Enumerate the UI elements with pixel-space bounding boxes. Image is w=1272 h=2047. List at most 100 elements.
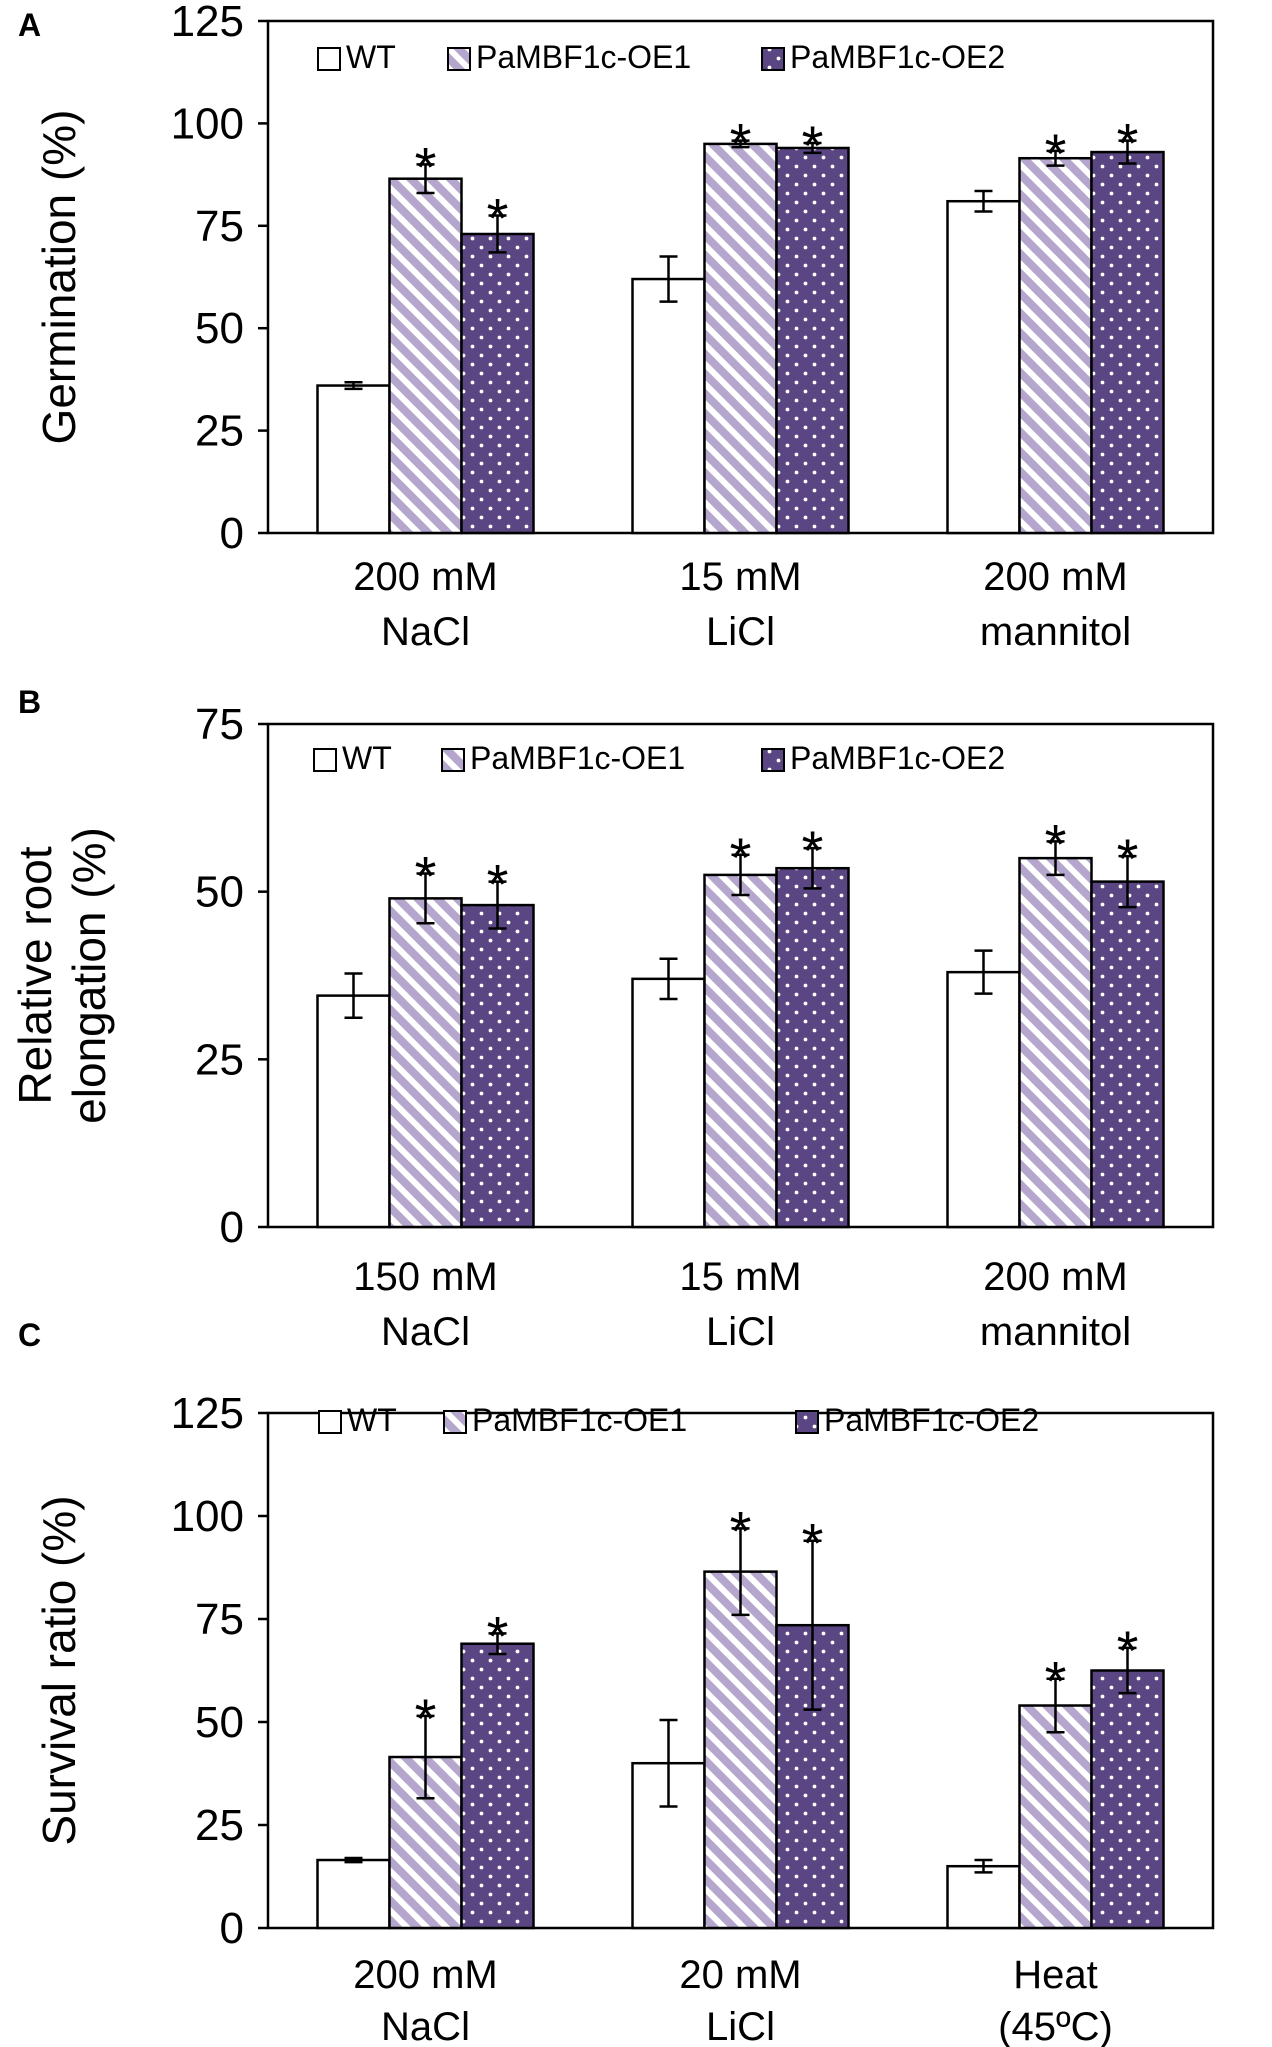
- significance-star: *: [802, 114, 824, 177]
- legend-swatch: [441, 748, 465, 772]
- bar-wt-1: [631, 977, 706, 1229]
- bar-pambf1c-oe1-0: [388, 897, 463, 1229]
- legend-label: WT: [342, 740, 392, 776]
- y-axis-title: Germination (%): [33, 110, 85, 445]
- legend-swatch: [795, 1410, 819, 1434]
- bar-pambf1c-oe1-1: [703, 873, 778, 1229]
- significance-star: *: [415, 845, 437, 908]
- legend-label: PaMBF1c-OE1: [472, 1402, 687, 1438]
- significance-star: *: [487, 187, 509, 250]
- category-label: mannitol: [980, 1310, 1131, 1354]
- panel-b: B 0 25 50 75 Relative root elongation (%) * * 150…: [9, 684, 1215, 1354]
- category-label: 15 mM: [679, 1255, 801, 1299]
- y-axis-title: Relative root elongation (%): [9, 827, 115, 1124]
- bar-pambf1c-oe1-2: [1018, 856, 1093, 1229]
- category-label: 20 mM: [679, 1953, 801, 1997]
- significance-star: *: [802, 1512, 824, 1575]
- legend-label: PaMBF1c-OE2: [824, 1402, 1039, 1438]
- bar-wt-2: [946, 199, 1021, 535]
- category-label: 200 mM: [353, 555, 498, 599]
- category-label: 150 mM: [353, 1255, 498, 1299]
- category-label: mannitol: [980, 610, 1131, 654]
- significance-star: *: [1117, 112, 1139, 175]
- bar-wt-1: [631, 277, 706, 535]
- y-tick-label: 50: [195, 304, 244, 353]
- panel-letter: C: [18, 1317, 41, 1353]
- y-axis-title-text: Germination (%): [33, 110, 85, 445]
- category-label: LiCl: [706, 2005, 775, 2047]
- y-tick-label: 125: [171, 1389, 244, 1438]
- y-tick-label: 0: [220, 509, 244, 558]
- y-tick-label: 75: [195, 202, 244, 251]
- bar-pambf1c-oe1-1: [703, 1570, 778, 1930]
- bar-wt-2: [946, 970, 1021, 1229]
- legend-swatch: [761, 47, 785, 71]
- category-label: (45ºC): [998, 2005, 1113, 2047]
- category-label: 200 mM: [353, 1953, 498, 1997]
- bar-pambf1c-oe1-2: [1018, 1704, 1093, 1930]
- y-tick-label: 125: [171, 0, 244, 46]
- category-label: Heat: [1013, 1953, 1098, 1997]
- legend-swatch: [761, 748, 785, 772]
- bar-wt-0: [316, 994, 391, 1229]
- legend-swatch: [318, 1410, 342, 1434]
- significance-star: *: [415, 135, 437, 198]
- legend-label: PaMBF1c-OE2: [790, 740, 1005, 776]
- y-tick-label: 100: [171, 99, 244, 148]
- bar-pambf1c-oe2-1: [775, 866, 850, 1229]
- category-label: LiCl: [706, 610, 775, 654]
- significance-star: *: [1045, 122, 1067, 185]
- legend-label: PaMBF1c-OE1: [476, 39, 691, 75]
- panel-c: C 0 25 50 75 100 125 Survival ratio (%) * * 200 mM…: [18, 1317, 1215, 2047]
- y-tick-label: 25: [195, 1035, 244, 1084]
- significance-star: *: [487, 853, 509, 916]
- bar-pambf1c-oe2-1: [775, 146, 850, 535]
- y-tick-label: 75: [195, 700, 244, 749]
- bar-pambf1c-oe1-1: [703, 142, 778, 535]
- bar-pambf1c-oe2-0: [460, 232, 535, 535]
- category-label: NaCl: [381, 1310, 470, 1354]
- panel-a: A 0 25 50 75 100 125 Germination (%) * * 200 mM NaC…: [18, 0, 1215, 654]
- significance-star: *: [802, 819, 824, 882]
- category-label: 200 mM: [983, 555, 1128, 599]
- y-tick-label: 0: [220, 1904, 244, 1953]
- y-tick-label: 50: [195, 1698, 244, 1747]
- legend-swatch: [313, 748, 337, 772]
- significance-star: *: [730, 1499, 752, 1562]
- y-axis-title: Survival ratio (%): [33, 1495, 85, 1845]
- significance-star: *: [730, 112, 752, 175]
- significance-star: *: [1045, 812, 1067, 875]
- bar-pambf1c-oe1-0: [388, 177, 463, 535]
- legend-swatch: [447, 47, 471, 71]
- legend-swatch: [317, 47, 341, 71]
- significance-star: *: [1045, 1650, 1067, 1713]
- bar-pambf1c-oe1-2: [1018, 156, 1093, 535]
- significance-star: *: [730, 826, 752, 889]
- significance-star: *: [487, 1604, 509, 1667]
- category-label: NaCl: [381, 2005, 470, 2047]
- category-label: LiCl: [706, 1310, 775, 1354]
- bar-pambf1c-oe2-0: [460, 1642, 535, 1930]
- bar-pambf1c-oe2-2: [1090, 150, 1165, 535]
- y-axis-title-line: Relative root: [9, 846, 61, 1104]
- bar-wt-0: [316, 384, 391, 535]
- legend-swatch: [443, 1410, 467, 1434]
- category-label: 15 mM: [679, 555, 801, 599]
- y-tick-label: 25: [195, 407, 244, 456]
- legend-label: WT: [347, 1402, 397, 1438]
- y-tick-label: 0: [220, 1203, 244, 1252]
- y-axis-title-text: Survival ratio (%): [33, 1495, 85, 1845]
- bar-wt-2: [946, 1864, 1021, 1930]
- panel-letter: B: [18, 684, 41, 720]
- y-tick-label: 50: [195, 868, 244, 917]
- legend-label: WT: [346, 39, 396, 75]
- y-tick-label: 100: [171, 1492, 244, 1541]
- y-axis-title-line: elongation (%): [63, 827, 115, 1124]
- y-tick-label: 75: [195, 1595, 244, 1644]
- bar-pambf1c-oe2-0: [460, 903, 535, 1229]
- bar-pambf1c-oe2-2: [1090, 1669, 1165, 1930]
- legend-label: PaMBF1c-OE2: [790, 39, 1005, 75]
- category-label: 200 mM: [983, 1255, 1128, 1299]
- panel-letter: A: [18, 7, 41, 43]
